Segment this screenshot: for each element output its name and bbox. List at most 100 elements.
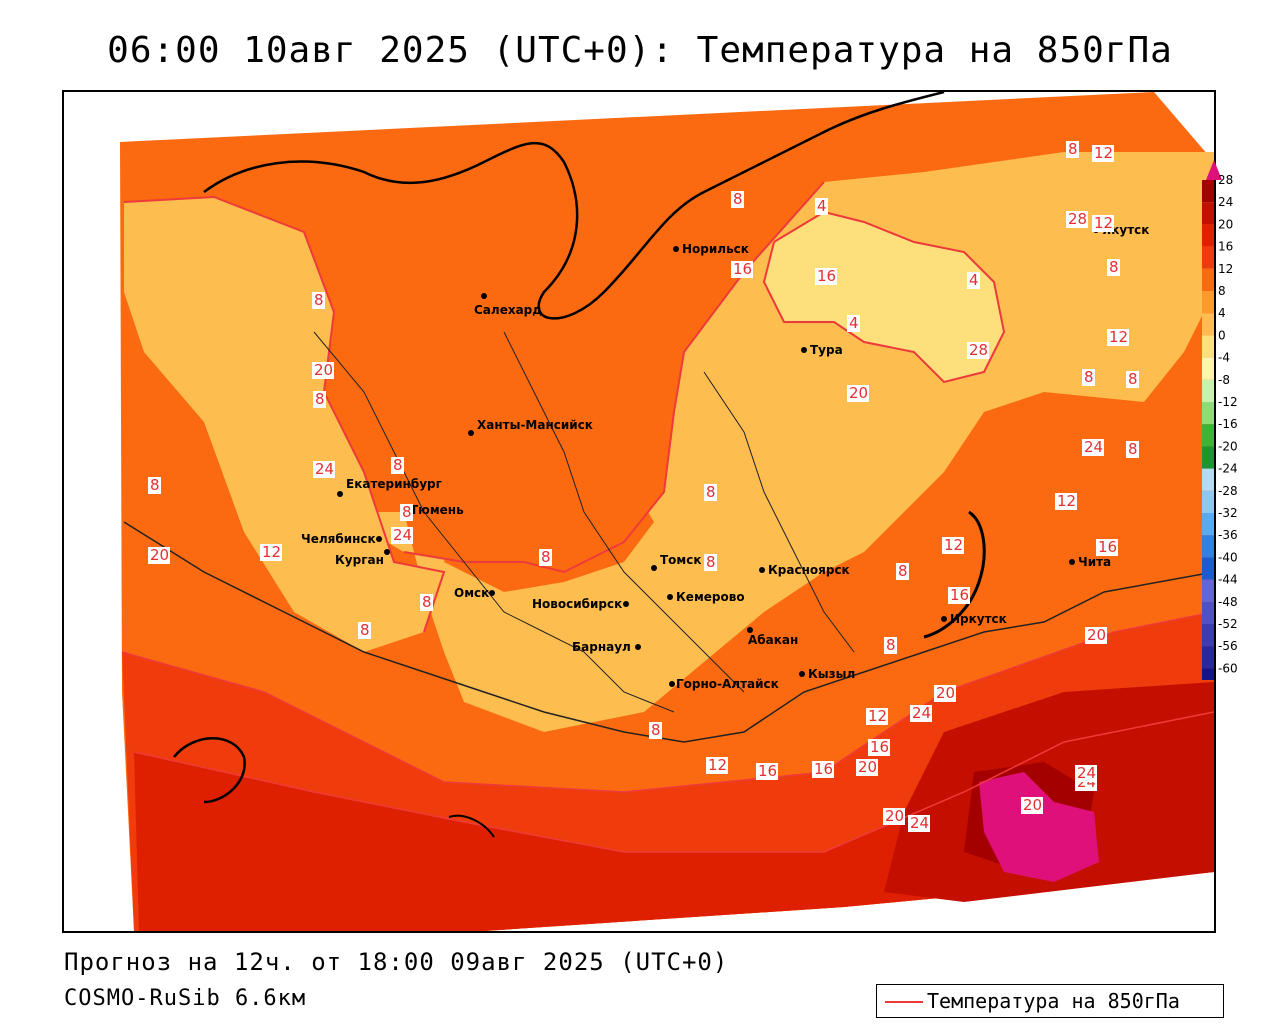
city-marker[interactable]: [801, 347, 807, 353]
isotherm-label-bg: [1082, 439, 1104, 456]
isotherm-label-bg: [967, 342, 989, 359]
isotherm-label-bg: [866, 708, 888, 725]
city-label: Красноярск: [768, 563, 850, 577]
isotherm-label-bg: [313, 391, 326, 408]
colorbar-cells: 28 24 20 16 12 8 4 0 -4 -8 -12 -16 -20 -24 -28 -32 -36 -4…: [1202, 173, 1238, 680]
isotherm-label: 8: [1109, 258, 1119, 276]
city-marker[interactable]: [747, 627, 753, 633]
isotherm-label: 4: [849, 314, 859, 332]
colorbar-tick-label: -16: [1218, 417, 1238, 431]
isotherm-label: 8: [1084, 368, 1094, 386]
city-marker[interactable]: [635, 644, 641, 650]
zone-hot-magenta: [979, 772, 1099, 882]
isotherm-label: 8: [1128, 370, 1138, 388]
isotherm-label: 24: [912, 704, 931, 722]
colorbar-cell: [1202, 535, 1214, 558]
isotherm-label-bg: [148, 477, 161, 494]
baikal-lake: [923, 510, 986, 639]
colorbar-cell: [1202, 668, 1214, 680]
isotherm-label-bg: [1055, 493, 1077, 510]
colorbar-tick-label: -32: [1218, 506, 1238, 520]
zone-4-tura: [764, 212, 1004, 382]
city-marker[interactable]: [489, 590, 495, 596]
temperature-map[interactable]: Норильск Якутск Салехард Тура Ханты-Мансийск…: [62, 90, 1216, 933]
city-marker[interactable]: [651, 565, 657, 571]
colorbar-cell: [1202, 579, 1214, 602]
colorbar-tick-label: -52: [1218, 617, 1238, 631]
isotherm-label: 24: [1077, 764, 1096, 782]
admin-border-1: [313, 331, 675, 713]
city-marker[interactable]: [667, 594, 673, 600]
national-border: [123, 521, 1214, 743]
city-marker[interactable]: [673, 246, 679, 252]
isotherm-label-bg: [1092, 145, 1114, 162]
city-marker[interactable]: [384, 549, 390, 555]
isotherm-label-bg: [313, 461, 335, 478]
colorbar-cell: [1202, 446, 1214, 469]
isotherm-label: 16: [817, 267, 836, 285]
isotherm-label: 20: [1023, 796, 1042, 814]
admin-border-3: [703, 371, 855, 653]
model-info: COSMO-RuSib 6.6км: [64, 986, 307, 1011]
city-label: Омск: [454, 586, 489, 600]
colorbar-cell: [1202, 513, 1214, 536]
city-label: Горно-Алтайск: [676, 677, 779, 691]
isotherm-label-bg: [539, 549, 552, 566]
colorbar-tick-label: -60: [1218, 661, 1238, 675]
city-label: Иркутск: [950, 612, 1007, 626]
isotherm-label: 24: [1084, 438, 1103, 456]
isotherm-label-bg: [934, 685, 956, 702]
colorbar-tick-label: -20: [1218, 439, 1238, 453]
colorbar-cell: [1202, 224, 1214, 247]
isotherm-label-bg: [967, 272, 980, 289]
isotherm-label-bg: [1092, 215, 1114, 232]
isotherm-label: 12: [1094, 144, 1113, 162]
city-marker[interactable]: [669, 681, 675, 687]
city-marker[interactable]: [376, 536, 382, 542]
isotherm-label-bg: [1126, 371, 1139, 388]
isotherm-label: 24: [910, 814, 929, 832]
colorbar-tick-label: -12: [1218, 395, 1238, 409]
city-marker[interactable]: [337, 491, 343, 497]
isotherm-label: 20: [849, 384, 868, 402]
isotherm-label-bg: [1085, 627, 1107, 644]
isotherm-label: 12: [262, 543, 281, 561]
isotherm-label: 20: [1087, 626, 1106, 644]
city-marker[interactable]: [468, 430, 474, 436]
colorbar-cell: [1202, 291, 1214, 314]
isotherm-label: 20: [150, 546, 169, 564]
colorbar-tick-label: -8: [1218, 373, 1230, 387]
isotherm-label: 28: [1068, 210, 1087, 228]
colorbar-cell: [1202, 624, 1214, 647]
isotherm-label-bg: [704, 554, 717, 571]
colorbar-tick-label: 12: [1218, 262, 1233, 276]
isotherm-label: 12: [1109, 328, 1128, 346]
colorbar-cell: [1202, 313, 1214, 336]
colorbar-tick-label: -44: [1218, 573, 1238, 587]
isotherm-label-bg: [815, 268, 837, 285]
city-marker[interactable]: [941, 616, 947, 622]
city-marker[interactable]: [799, 671, 805, 677]
colorbar-tick-label: -48: [1218, 595, 1238, 609]
isotherm-label-bg: [1107, 259, 1120, 276]
isotherm-label-bg: [883, 808, 905, 825]
city-marker[interactable]: [481, 293, 487, 299]
city-label: Салехард: [474, 303, 542, 317]
forecast-info: Прогноз на 12ч. от 18:00 09авг 2025 (UTC…: [64, 948, 729, 976]
isotherm-label: 8: [706, 553, 716, 571]
isotherm-label-bg: [910, 705, 932, 722]
isotherm-label: 24: [393, 526, 412, 544]
isotherm-label: 8: [393, 456, 403, 474]
isotherm-label-bg: [856, 759, 878, 776]
city-marker[interactable]: [623, 601, 629, 607]
city-label: Абакан: [748, 633, 798, 647]
isotherm-label-bg: [896, 563, 909, 580]
legend-line-swatch: [885, 1001, 923, 1003]
city-marker[interactable]: [1069, 559, 1075, 565]
isotherm-labels-layer: 8 12 8 4 8 4 4 8 8 8 8 8 8 8 12 8 8 12 12 16 8 16 8 8 20 8 20 24 12 8…: [148, 140, 1139, 832]
isotherm-4: [762, 210, 1006, 384]
isotherm-label-bg: [400, 504, 413, 521]
legend: Температура на 850гПа: [876, 984, 1224, 1018]
city-marker[interactable]: [759, 567, 765, 573]
colorbar-cell: [1202, 601, 1214, 624]
